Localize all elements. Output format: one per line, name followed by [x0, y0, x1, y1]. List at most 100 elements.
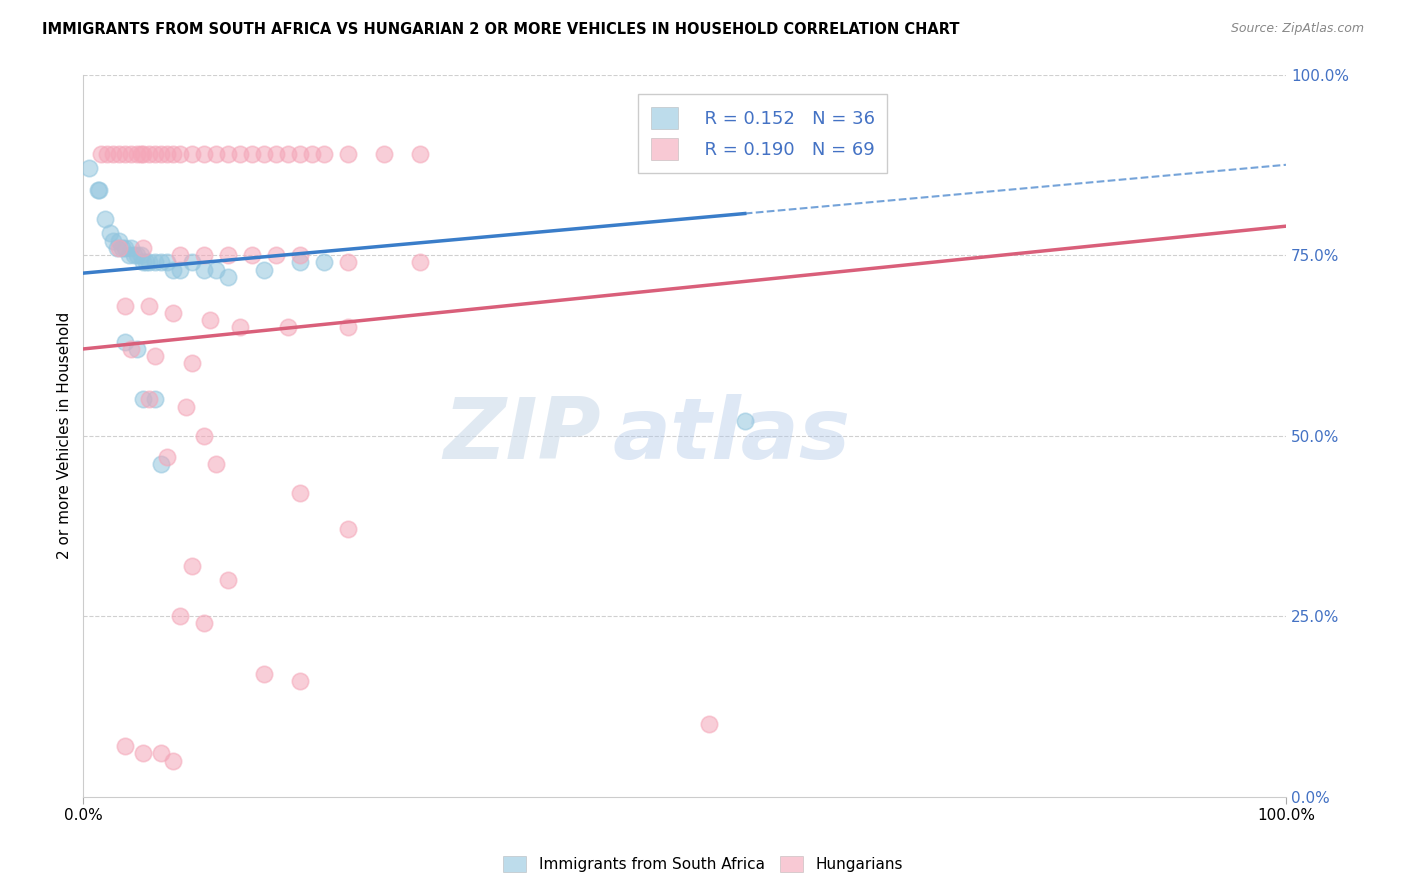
Point [180, 255, 202, 269]
Point [240, 147, 263, 161]
Point [409, 255, 432, 269]
Point [204, 458, 226, 472]
Point [169, 248, 191, 262]
Point [193, 147, 215, 161]
Point [204, 147, 226, 161]
Point [193, 248, 215, 262]
Point [127, 342, 149, 356]
Point [217, 248, 239, 262]
Point [734, 414, 756, 428]
Point [288, 248, 311, 262]
Point [111, 241, 134, 255]
Point [174, 400, 197, 414]
Point [145, 255, 167, 269]
Point [132, 255, 155, 269]
Legend: Immigrants from South Africa, Hungarians: Immigrants from South Africa, Hungarians [496, 848, 910, 880]
Point [169, 147, 191, 161]
Text: IMMIGRANTS FROM SOUTH AFRICA VS HUNGARIAN 2 OR MORE VEHICLES IN HOUSEHOLD CORREL: IMMIGRANTS FROM SOUTH AFRICA VS HUNGARIA… [42, 22, 960, 37]
Point [120, 147, 142, 161]
Point [108, 234, 131, 248]
Point [87, 183, 110, 197]
Text: ZIP: ZIP [443, 394, 600, 477]
Point [150, 458, 173, 472]
Point [312, 255, 335, 269]
Point [103, 234, 125, 248]
Legend:   R = 0.152   N = 36,   R = 0.190   N = 69: R = 0.152 N = 36, R = 0.190 N = 69 [638, 95, 887, 173]
Point [217, 147, 239, 161]
Point [114, 147, 136, 161]
Point [373, 147, 395, 161]
Point [288, 255, 311, 269]
Point [253, 262, 276, 277]
Point [228, 147, 250, 161]
Point [108, 241, 131, 255]
Point [132, 747, 155, 761]
Point [156, 450, 179, 465]
Point [122, 248, 145, 262]
Point [150, 747, 173, 761]
Point [132, 147, 155, 161]
Point [264, 147, 287, 161]
Point [180, 147, 202, 161]
Point [409, 147, 432, 161]
Point [253, 667, 276, 681]
Point [336, 255, 359, 269]
Point [204, 262, 226, 277]
Point [264, 248, 287, 262]
Point [87, 183, 110, 197]
Point [253, 147, 276, 161]
Point [105, 241, 128, 255]
Point [103, 147, 125, 161]
Point [312, 147, 335, 161]
Point [150, 255, 173, 269]
Point [114, 241, 136, 255]
Point [145, 349, 167, 363]
Point [240, 248, 263, 262]
Point [198, 313, 221, 327]
Point [90, 147, 112, 161]
Point [162, 262, 184, 277]
Point [162, 306, 184, 320]
Point [193, 428, 215, 442]
Point [120, 241, 142, 255]
Point [145, 392, 167, 407]
Point [138, 299, 160, 313]
Point [118, 248, 141, 262]
Point [336, 320, 359, 334]
Point [277, 147, 299, 161]
Point [288, 486, 311, 500]
Point [132, 241, 155, 255]
Point [96, 147, 118, 161]
Point [120, 342, 142, 356]
Point [114, 739, 136, 753]
Point [217, 269, 239, 284]
Point [180, 558, 202, 573]
Point [129, 248, 152, 262]
Text: Source: ZipAtlas.com: Source: ZipAtlas.com [1230, 22, 1364, 36]
Point [127, 248, 149, 262]
Point [108, 147, 131, 161]
Point [193, 616, 215, 631]
Point [156, 255, 179, 269]
Point [114, 299, 136, 313]
Point [145, 147, 167, 161]
Point [138, 147, 160, 161]
Point [169, 609, 191, 624]
Y-axis label: 2 or more Vehicles in Household: 2 or more Vehicles in Household [58, 312, 72, 559]
Text: atlas: atlas [613, 394, 851, 477]
Point [138, 255, 160, 269]
Point [156, 147, 179, 161]
Point [288, 674, 311, 689]
Point [180, 356, 202, 370]
Point [98, 227, 121, 241]
Point [301, 147, 323, 161]
Point [217, 573, 239, 587]
Point [277, 320, 299, 334]
Point [94, 211, 117, 226]
Point [132, 392, 155, 407]
Point [697, 717, 720, 731]
Point [150, 147, 173, 161]
Point [135, 255, 157, 269]
Point [288, 147, 311, 161]
Point [138, 392, 160, 407]
